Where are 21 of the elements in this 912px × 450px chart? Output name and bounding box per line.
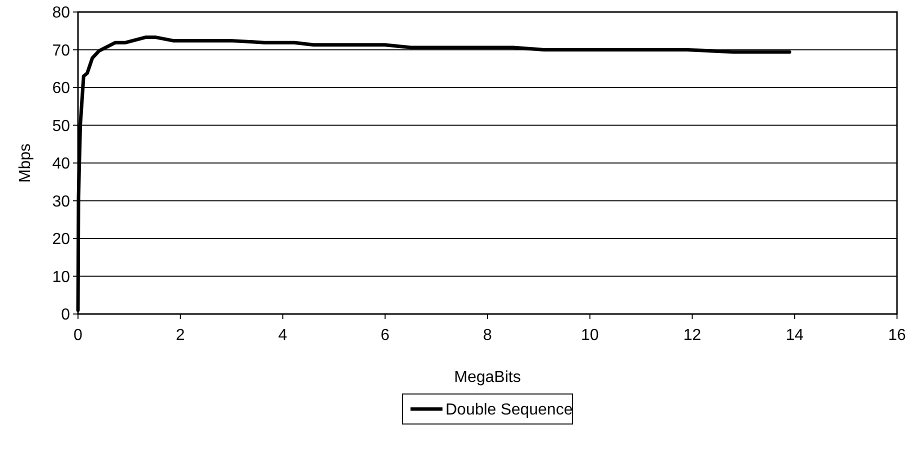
x-tick-label: 4 xyxy=(278,327,288,344)
x-tick-label: 8 xyxy=(483,327,492,344)
y-axis-title: Mbps xyxy=(17,143,34,183)
y-tick-label: 60 xyxy=(52,80,70,98)
x-tick-label: 0 xyxy=(74,327,83,344)
y-tick-label: 40 xyxy=(52,156,70,173)
legend-label: Double Sequence xyxy=(446,402,573,419)
x-tick-label: 2 xyxy=(176,327,185,344)
y-tick-label: 80 xyxy=(52,4,70,22)
x-tick-label: 14 xyxy=(786,327,804,344)
y-tick-label: 50 xyxy=(52,118,70,135)
y-tick-label: 70 xyxy=(52,42,70,60)
y-tick-label: 0 xyxy=(61,306,70,324)
x-tick-label: 10 xyxy=(580,327,599,344)
x-tick-label: 16 xyxy=(888,327,906,344)
x-axis-title: MegaBits xyxy=(454,369,521,386)
y-tick-label: 10 xyxy=(52,268,70,286)
x-tick-label: 12 xyxy=(683,327,702,344)
x-tick-label: 6 xyxy=(380,327,390,344)
y-tick-label: 20 xyxy=(52,231,70,248)
y-tick-label: 30 xyxy=(52,193,70,210)
